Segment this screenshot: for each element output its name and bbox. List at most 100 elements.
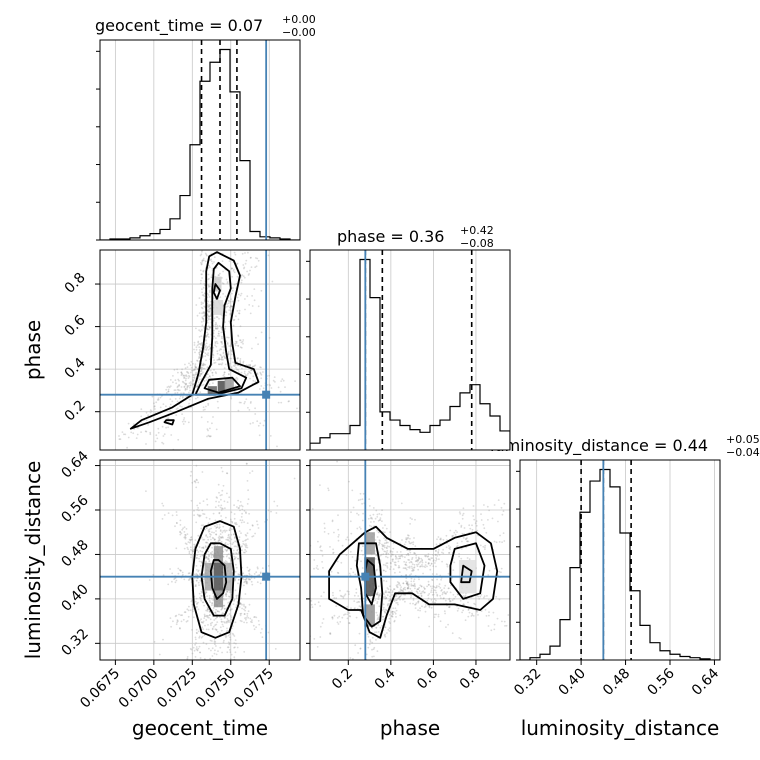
panel-phase-vs-luminosity-distance-scatter-point: [425, 554, 427, 557]
panel-phase-vs-luminosity-distance-scatter-point: [409, 587, 412, 590]
panel-phase-vs-luminosity-distance-scatter-point: [396, 585, 398, 588]
panel-geocent-time-vs-luminosity-distance-scatter-point: [244, 533, 247, 536]
panel-geocent-time-vs-luminosity-distance-scatter-point: [234, 536, 236, 539]
panel-phase-vs-luminosity-distance-scatter-point: [440, 537, 442, 540]
panel-geocent-time-vs-luminosity-distance-scatter-point: [202, 500, 205, 502]
panel-phase-vs-luminosity-distance-scatter-point: [375, 611, 378, 614]
panel-geocent-time-vs-luminosity-distance-scatter-point: [232, 553, 234, 555]
panel-phase-vs-luminosity-distance-scatter-point: [414, 552, 417, 555]
panel-phase-vs-luminosity-distance-scatter-point: [412, 597, 415, 600]
panel-phase-vs-luminosity-distance-scatter-point: [500, 506, 503, 509]
panel-phase-vs-luminosity-distance-scatter-point: [502, 532, 505, 534]
panel-geocent-time-vs-luminosity-distance-scatter-point: [196, 632, 198, 635]
panel-phase-vs-luminosity-distance-scatter-point: [431, 557, 434, 559]
panel-geocent-time-vs-phase-scatter-point: [246, 270, 249, 273]
panel-geocent-time-vs-phase-scatter-point: [190, 371, 192, 374]
panel-phase-vs-luminosity-distance-scatter-point: [358, 688, 360, 690]
panel-phase-vs-luminosity-distance-scatter-point: [418, 557, 421, 560]
panel-geocent-time-vs-phase-scatter-point: [207, 373, 209, 376]
panel-geocent-time-vs-luminosity-distance-scatter-point: [202, 546, 205, 549]
panel-phase-vs-luminosity-distance-scatter-point: [409, 602, 412, 605]
panel-geocent-time-vs-phase-scatter-point: [230, 349, 233, 352]
panel-phase-vs-luminosity-distance-scatter-point: [385, 562, 388, 565]
xlabel-phase: phase: [380, 716, 440, 740]
panel-phase-vs-luminosity-distance-scatter-point: [417, 559, 419, 561]
panel-geocent-time-vs-phase-scatter-point: [167, 390, 170, 393]
panel-geocent-time-vs-phase-scatter-point: [221, 357, 223, 359]
panel-phase-vs-luminosity-distance-scatter-point: [321, 561, 323, 563]
panel-geocent-time-vs-luminosity-distance-scatter-point: [206, 608, 209, 610]
panel-geocent-time-vs-luminosity-distance-scatter-point: [176, 621, 179, 624]
panel-phase-vs-luminosity-distance-scatter-point: [467, 540, 470, 543]
panel-phase-vs-luminosity-distance-scatter-point: [492, 611, 495, 614]
panel-geocent-time-vs-phase-scatter-point: [280, 380, 283, 382]
panel-geocent-time-vs-luminosity-distance-scatter-point: [245, 546, 247, 549]
panel-geocent-time-vs-luminosity-distance-scatter-point: [215, 671, 217, 673]
panel-geocent-time-vs-phase-scatter-point: [213, 317, 216, 320]
panel-phase-vs-luminosity-distance-scatter-point: [402, 590, 405, 593]
panel-phase-vs-luminosity-distance-scatter-point: [443, 590, 446, 593]
panel-geocent-time-vs-luminosity-distance-scatter-point: [222, 484, 225, 487]
title-phase: phase = 0.36 +0.42 −0.08: [337, 224, 494, 250]
panel-phase-vs-luminosity-distance-scatter-point: [486, 595, 488, 597]
panel-phase-vs-luminosity-distance-scatter-point: [424, 591, 426, 594]
panel-phase-vs-luminosity-distance-scatter-point: [449, 546, 452, 549]
panel-geocent-time-vs-phase-scatter-point: [271, 280, 274, 283]
panel-geocent-time-vs-luminosity-distance-scatter-point: [195, 642, 197, 644]
panel-geocent-time-vs-luminosity-distance-scatter-point: [177, 620, 179, 622]
panel-geocent-time-vs-phase-scatter-point: [215, 327, 217, 330]
panel-phase-vs-luminosity-distance-scatter-point: [354, 573, 357, 576]
panel-phase-vs-luminosity-distance-scatter-point: [430, 562, 433, 565]
panel-phase-vs-luminosity-distance-scatter-point: [447, 545, 450, 547]
panel-phase-vs-luminosity-distance-scatter-point: [404, 567, 406, 570]
panel-phase-vs-luminosity-distance-scatter-point: [383, 593, 385, 595]
panel-geocent-time-vs-phase-scatter-point: [221, 335, 223, 338]
panel-geocent-time-vs-phase-scatter-point: [178, 384, 181, 386]
panel-phase-vs-luminosity-distance-scatter-point: [314, 603, 316, 606]
panel-phase-vs-luminosity-distance-scatter-point: [452, 593, 455, 596]
panel-geocent-time-vs-phase-scatter-point: [189, 381, 192, 383]
panel-geocent-time-vs-luminosity-distance-scatter-point: [208, 554, 211, 557]
panel-geocent-time-vs-phase-contour-1: [194, 261, 248, 396]
panel-geocent-time-vs-luminosity-distance-scatter-point: [250, 580, 253, 583]
panel-geocent-time-vs-luminosity-distance-scatter-point: [228, 613, 231, 615]
panel-geocent-time-vs-phase-scatter-point: [208, 375, 211, 378]
panel-geocent-time-vs-phase-scatter-point: [159, 406, 162, 409]
panel-phase-vs-luminosity-distance-scatter-point: [473, 518, 476, 521]
panel-geocent-time-vs-luminosity-distance-scatter-point: [214, 612, 217, 615]
panel-geocent-time-vs-luminosity-distance-scatter-point: [231, 521, 234, 524]
panel-geocent-time-vs-phase-scatter-point: [200, 367, 202, 370]
panel-geocent-time-vs-phase-scatter-point: [167, 390, 170, 393]
panel-geocent-time-vs-phase-scatter-point: [207, 294, 210, 296]
panel-phase-vs-luminosity-distance-scatter-point: [429, 559, 431, 561]
panel-geocent-time-vs-luminosity-distance-scatter-point: [195, 565, 198, 567]
panel-geocent-time-vs-phase-scatter-point: [233, 271, 236, 274]
panel-geocent-time-vs-phase-scatter-point: [234, 344, 237, 347]
panel-phase-vs-luminosity-distance-scatter-point: [412, 543, 415, 546]
panel-geocent-time-vs-phase-scatter-point: [238, 312, 241, 315]
panel-geocent-time-vs-luminosity-distance-scatter-point: [218, 527, 221, 530]
panel-geocent-time-vs-luminosity-distance-scatter-point: [235, 594, 238, 597]
panel-geocent-time-vs-phase-scatter-point: [194, 373, 197, 376]
panel-geocent-time-vs-phase-scatter-point: [199, 370, 202, 373]
panel-geocent-time-vs-luminosity-distance-scatter-point: [188, 605, 190, 608]
panel-phase-vs-luminosity-distance-scatter-point: [449, 600, 451, 603]
xtick-label-geocent-time: 0.0700: [116, 666, 162, 712]
panel-geocent-time-vs-phase-scatter-point: [178, 379, 180, 382]
panel-geocent-time-vs-luminosity-distance-scatter-point: [201, 626, 204, 629]
panel-geocent-time-vs-phase-scatter-point: [217, 332, 220, 335]
panel-geocent-time-vs-phase-scatter-point: [194, 363, 197, 365]
panel-geocent-time-vs-luminosity-distance-scatter-point: [190, 470, 193, 473]
panel-geocent-time-vs-luminosity-distance-scatter-point: [198, 619, 201, 622]
panel-geocent-time-vs-phase-scatter-point: [201, 316, 204, 319]
panel-geocent-time-vs-phase-scatter-point: [207, 377, 210, 379]
panel-geocent-time-vs-luminosity-distance-scatter-point: [235, 597, 238, 599]
panel-geocent-time-vs-luminosity-distance-scatter-point: [256, 566, 259, 569]
panel-phase-vs-luminosity-distance-scatter-point: [436, 578, 438, 581]
panel-geocent-time-vs-luminosity-distance-scatter-point: [224, 531, 227, 533]
panel-phase-vs-luminosity-distance-scatter-point: [412, 568, 414, 571]
panel-geocent-time-vs-luminosity-distance-scatter-point: [203, 538, 206, 541]
panel-geocent-time-vs-luminosity-distance-scatter-point: [180, 614, 182, 617]
panel-phase-vs-luminosity-distance-scatter-point: [440, 589, 443, 592]
